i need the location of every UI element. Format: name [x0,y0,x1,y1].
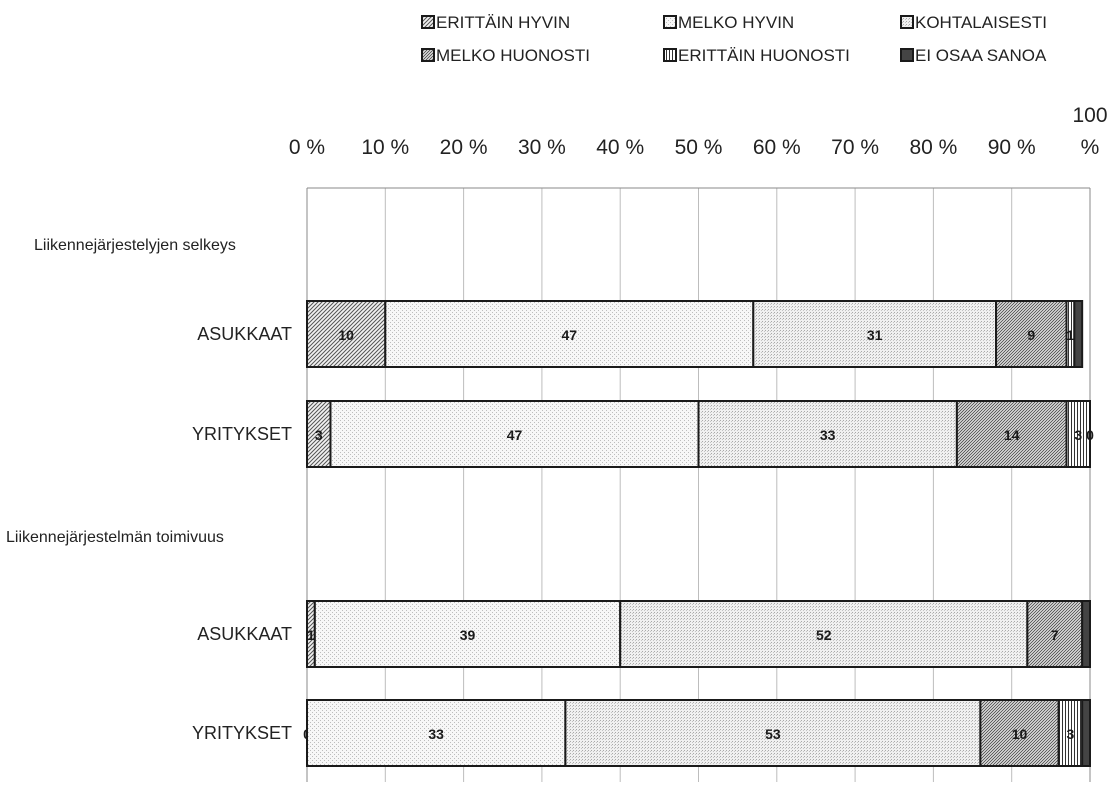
data-label: 10 [338,327,354,343]
legend-label: ERITTÄIN HUONOSTI [678,46,850,65]
data-label: 3 [1074,427,1082,443]
legend-swatch [421,15,435,29]
bar-segment-kohtalaisesti [752,300,998,368]
bar-segment-kohtalaisesti [697,400,958,468]
data-label: 3 [315,427,323,443]
data-label: 39 [460,627,476,643]
data-label: 14 [1004,427,1020,443]
bar-segment-melko-huonosti [979,699,1060,767]
x-tick-label: 100% [1072,104,1107,159]
legend-label: MELKO HYVIN [678,13,794,32]
legend-swatch [900,48,914,62]
category-label: YRITYKSET [192,424,292,444]
x-tick-label: 10 % [361,136,409,159]
bar-segment-erittain-hyvin [306,300,387,368]
x-axis-ticks: 0 % 10 % 20 % 30 % 40 % 50 % 60 % 70 % 80 % 90 % 1… [289,104,1108,159]
legend-label: MELKO HUONOSTI [436,46,590,65]
grid [306,187,1091,782]
x-tick-label: 70 % [831,136,879,159]
data-label: 33 [820,427,836,443]
category-group-label: Liikennejärjestelyjen selkeys [34,237,236,254]
bar-segment-kohtalaisesti [619,600,1029,668]
data-label: 31 [867,327,883,343]
data-label: 0 [1086,427,1094,443]
x-tick-label: 80 % [909,136,957,159]
legend-item-melko-huonosti: MELKO HUONOSTI [421,46,590,65]
x-tick-label: 40 % [596,136,644,159]
bar-segment-melko-hyvin [329,400,700,468]
data-label: 33 [428,726,444,742]
x-tick-label: 30 % [518,136,566,159]
legend-label: EI OSAA SANOA [915,46,1047,65]
bar-segment-melko-huonosti [955,400,1068,468]
legend-item-ei-osaa-sanoa: EI OSAA SANOA [900,46,1047,65]
x-tick-label: 0 % [289,136,325,159]
data-label: 53 [765,726,781,742]
legend-item-erittain-huonosti: ERITTÄIN HUONOSTI [663,46,850,65]
category-labels: Liikennejärjestelyjen selkeys ASUKKAAT YRI… [6,237,292,743]
x-tick-label: 60 % [753,136,801,159]
category-label: ASUKKAAT [197,324,292,344]
data-label: 52 [816,627,832,643]
data-label: 47 [507,427,523,443]
data-label: 7 [1051,627,1059,643]
bar-segment-melko-huonosti [1026,600,1084,668]
legend-item-erittain-hyvin: ERITTÄIN HYVIN [421,13,570,32]
legend-item-melko-hyvin: MELKO HYVIN [663,13,794,32]
category-group-label: Liikennejärjestelmän toimivuus [6,529,224,546]
x-tick-label: 50 % [675,136,723,159]
bar-segment-ei-osaa-sanoa [1081,699,1092,767]
legend: ERITTÄIN HYVIN MELKO HYVIN KOHTALAISESTI ME… [421,13,1047,65]
data-label: 10 [1012,726,1028,742]
legend-label: KOHTALAISESTI [915,13,1047,32]
bars: 1047319134733143013952703353103 [303,300,1094,767]
data-label: 1 [307,627,315,643]
bar-segment-ei-osaa-sanoa [1073,300,1084,368]
legend-swatch [421,48,435,62]
bar-segment-erittain-huonosti [1065,400,1092,468]
data-label: 9 [1027,327,1035,343]
bar-segment-ei-osaa-sanoa [1081,600,1092,668]
data-label: 3 [1067,726,1075,742]
legend-label: ERITTÄIN HYVIN [436,13,570,32]
data-label: 47 [562,327,578,343]
category-label: YRITYKSET [192,723,292,743]
x-tick-label: 20 % [440,136,488,159]
category-label: ASUKKAAT [197,624,292,644]
legend-swatch [663,48,677,62]
legend-swatch [663,15,677,29]
data-label: 1 [1067,327,1075,343]
legend-item-kohtalaisesti: KOHTALAISESTI [900,13,1047,32]
x-tick-label: 90 % [988,136,1036,159]
legend-swatch [900,15,914,29]
